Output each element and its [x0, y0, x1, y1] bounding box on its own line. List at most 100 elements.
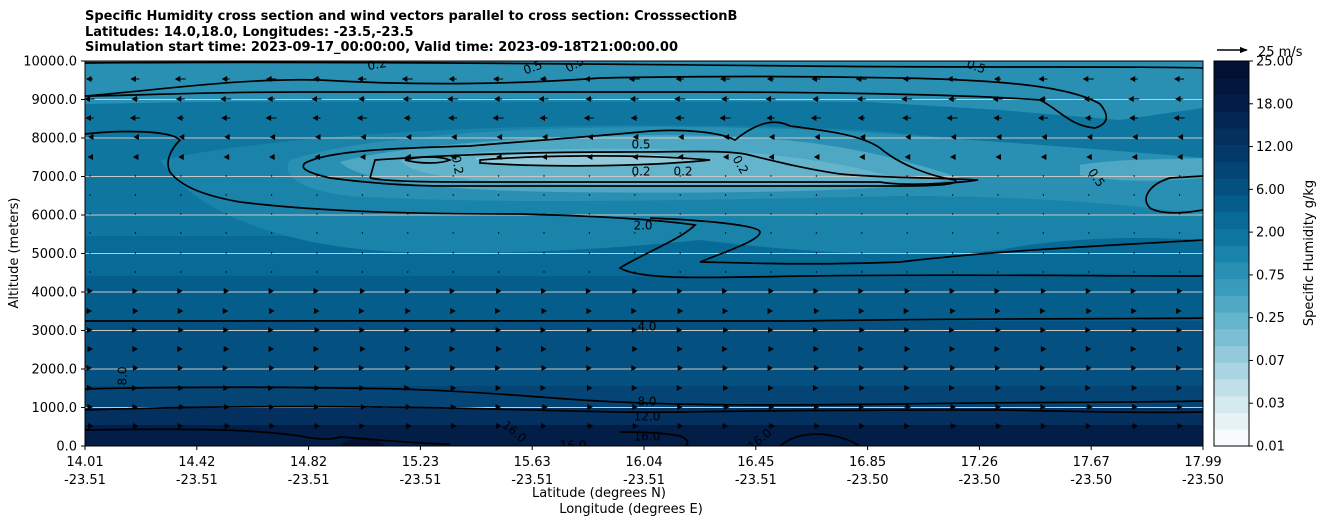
colorbar-segment [1214, 94, 1249, 112]
quiver-key: 25 m/s [1217, 45, 1303, 60]
wind-vector [904, 326, 910, 334]
wind-vector [813, 307, 820, 315]
wind-vector [724, 175, 727, 177]
colorbar-tick-label: 2.00 [1256, 226, 1285, 241]
wind-vector [361, 252, 364, 254]
wind-vector [314, 133, 321, 141]
wind-vector [949, 345, 956, 353]
wind-vector [223, 153, 230, 161]
wind-vector [1177, 133, 1184, 141]
wind-vector [1131, 153, 1138, 161]
wind-vector [813, 345, 819, 353]
wind-vector [312, 75, 320, 83]
wind-vector [543, 213, 545, 215]
wind-vector [1131, 403, 1138, 411]
wind-vector [1133, 175, 1135, 177]
wind-vector [1085, 326, 1091, 334]
wind-vector [316, 194, 318, 196]
wind-vector [87, 326, 93, 334]
wind-vector [225, 213, 227, 215]
colorbar-segment [1214, 228, 1249, 246]
wind-vector [87, 153, 93, 161]
wind-vector [225, 271, 227, 273]
wind-vector [450, 326, 457, 334]
wind-vector [993, 114, 1002, 122]
wind-vector [723, 326, 729, 334]
wind-vector [497, 194, 500, 196]
wind-vector [679, 252, 681, 254]
wind-vector [861, 271, 863, 273]
wind-vector [131, 384, 138, 392]
wind-vector [268, 326, 274, 334]
wind-vector [180, 232, 182, 234]
wind-vector [993, 75, 1001, 83]
title-line-2: Latitudes: 14.0,18.0, Longitudes: -23.5,… [85, 24, 414, 40]
wind-vector [541, 307, 548, 315]
contour-line [85, 61, 1203, 69]
title-line-3: Simulation start time: 2023-09-17_00:00:… [85, 40, 678, 55]
wind-vector [588, 252, 591, 254]
wind-vector [906, 252, 908, 254]
x-tick-label-longitude: -23.51 [399, 473, 441, 488]
contour-line [85, 386, 1203, 406]
wind-vector [810, 114, 821, 122]
contour-label: 0.2 [449, 154, 466, 175]
wind-vector [812, 326, 819, 334]
wind-vector [995, 153, 1001, 161]
wind-vector [180, 213, 182, 215]
wind-vector [677, 345, 683, 353]
wind-vector [494, 95, 503, 103]
wind-vector [1085, 384, 1091, 392]
wind-vector [768, 326, 774, 334]
wind-vector [450, 422, 457, 430]
wind-vector [540, 326, 547, 334]
wind-vector [314, 364, 320, 372]
contour-label: 2.0 [633, 219, 652, 233]
wind-vector [995, 326, 1002, 334]
wind-vector [677, 153, 684, 161]
wind-vector [679, 194, 681, 196]
wind-vector [1040, 153, 1047, 161]
wind-vector [1133, 213, 1135, 215]
wind-vector [496, 287, 502, 295]
wind-vector [361, 175, 364, 177]
chart-title: Specific Humidity cross section and wind… [85, 9, 737, 56]
contour-label: 12.0 [634, 410, 661, 424]
wind-vector [268, 384, 274, 392]
wind-vector [588, 232, 591, 234]
x-axis-label-latitude: Latitude (degrees N) [532, 486, 666, 501]
x-tick-label-longitude: -23.51 [176, 473, 218, 488]
wind-vector [588, 213, 591, 215]
colorbar-segment [1214, 429, 1249, 447]
wind-vector [134, 271, 137, 273]
contour-line [619, 431, 689, 446]
wind-vector [133, 133, 139, 141]
wind-vector [583, 114, 594, 122]
wind-vector [539, 75, 547, 83]
wind-vector [1088, 194, 1090, 196]
wind-vector [815, 194, 818, 196]
wind-vector [994, 345, 1001, 353]
wind-vector [1176, 307, 1182, 315]
wind-vector [722, 287, 728, 295]
wind-vector [314, 153, 320, 161]
wind-vector [1088, 232, 1090, 234]
y-axis-label: Altitude (meters) [7, 198, 22, 309]
colorbar-label: Specific Humidity g/kg [1302, 180, 1317, 326]
wind-vector [861, 194, 863, 196]
colorbar-segment [1214, 161, 1249, 179]
wind-vector [89, 213, 91, 215]
wind-vector [949, 384, 955, 392]
wind-vector [1040, 326, 1046, 334]
wind-vector [1131, 422, 1139, 430]
wind-vector [404, 384, 410, 392]
x-tick-label-longitude: -23.50 [1070, 473, 1112, 488]
wind-vector [904, 153, 911, 161]
wind-vector [585, 95, 593, 103]
wind-vector [497, 232, 500, 234]
wind-vector [495, 307, 501, 315]
wind-vector [358, 364, 365, 372]
wind-vector [586, 307, 592, 315]
wind-vector [861, 213, 863, 215]
wind-vector [89, 252, 91, 254]
